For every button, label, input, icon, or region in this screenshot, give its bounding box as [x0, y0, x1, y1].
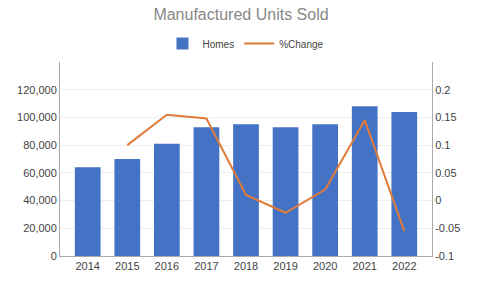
svg-text:60,000: 60,000: [23, 167, 57, 179]
svg-text:0: 0: [51, 250, 57, 262]
svg-text:0.1: 0.1: [435, 139, 450, 151]
svg-text:0.05: 0.05: [435, 167, 456, 179]
svg-text:2014: 2014: [75, 260, 99, 272]
svg-text:-0.05: -0.05: [435, 222, 460, 234]
svg-text:Manufactured Units Sold: Manufactured Units Sold: [153, 6, 328, 23]
svg-text:2018: 2018: [234, 260, 258, 272]
svg-text:2022: 2022: [392, 260, 416, 272]
svg-text:0.2: 0.2: [435, 84, 450, 96]
svg-text:-0.1: -0.1: [435, 250, 454, 262]
svg-text:100,000: 100,000: [17, 111, 57, 123]
svg-text:0: 0: [435, 194, 441, 206]
svg-text:%Change: %Change: [279, 39, 323, 50]
svg-text:2021: 2021: [352, 260, 376, 272]
svg-text:0.15: 0.15: [435, 111, 456, 123]
svg-text:2019: 2019: [273, 260, 297, 272]
svg-text:120,000: 120,000: [17, 84, 57, 96]
svg-text:40,000: 40,000: [23, 194, 57, 206]
svg-text:2020: 2020: [313, 260, 337, 272]
svg-text:2016: 2016: [155, 260, 179, 272]
svg-text:Homes: Homes: [203, 39, 235, 50]
svg-text:2015: 2015: [115, 260, 139, 272]
svg-text:80,000: 80,000: [23, 139, 57, 151]
svg-text:20,000: 20,000: [23, 222, 57, 234]
svg-text:2017: 2017: [194, 260, 218, 272]
